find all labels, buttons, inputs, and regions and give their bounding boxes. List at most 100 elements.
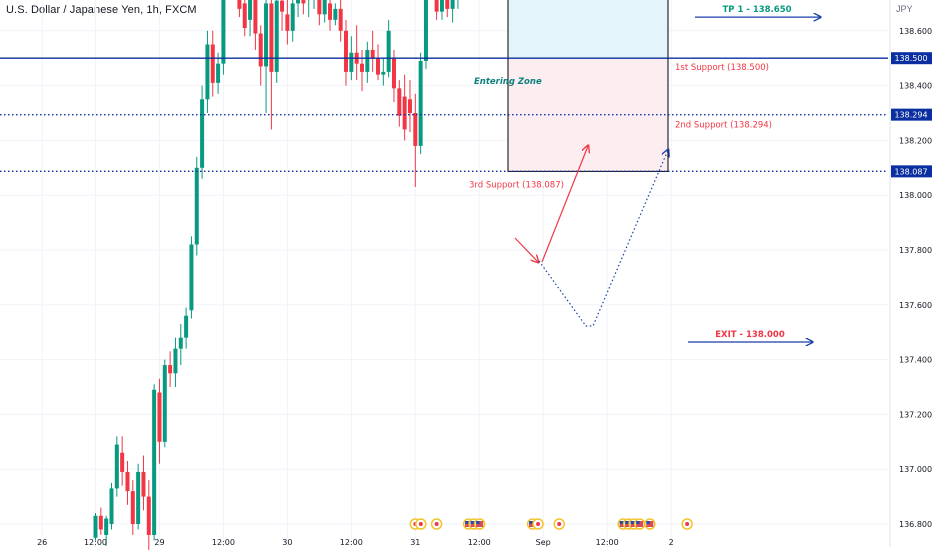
candle-body bbox=[173, 348, 178, 374]
level-badge bbox=[891, 165, 932, 178]
candle-body bbox=[157, 392, 162, 442]
y-tick-label: 136.800 bbox=[899, 520, 932, 529]
candle-body bbox=[386, 30, 391, 72]
candle-body bbox=[125, 471, 130, 492]
profit-zone bbox=[508, 0, 668, 59]
candle-body bbox=[322, 0, 327, 15]
candle-body bbox=[418, 60, 423, 146]
us-flag-canton bbox=[476, 521, 480, 524]
candle-body bbox=[434, 0, 439, 12]
y-tick-label: 137.600 bbox=[899, 301, 932, 310]
exit-label: EXIT - 138.000 bbox=[715, 330, 785, 340]
event-dot-icon bbox=[685, 522, 690, 526]
candle-body bbox=[344, 30, 349, 72]
candle-body bbox=[152, 389, 157, 535]
candle-body bbox=[184, 315, 189, 338]
candle-body bbox=[269, 3, 274, 72]
candle-body bbox=[423, 0, 428, 61]
candle-body bbox=[391, 58, 396, 89]
axes: 140.000139.800139.600139.400139.200139.0… bbox=[37, 0, 932, 547]
us-flag-canton bbox=[470, 521, 475, 524]
candle-body bbox=[168, 365, 173, 374]
candle-body bbox=[285, 14, 290, 31]
candle-body bbox=[216, 63, 221, 83]
candle-body bbox=[258, 33, 263, 67]
red-entry-arrow bbox=[514, 237, 538, 262]
us-flag-canton bbox=[619, 521, 624, 524]
y-tick-label: 138.400 bbox=[899, 82, 932, 91]
candle-body bbox=[397, 88, 402, 116]
level-badge-label: 138.294 bbox=[894, 111, 927, 120]
y-tick-label: 138.000 bbox=[899, 191, 932, 200]
candle-body bbox=[120, 452, 125, 472]
economic-events bbox=[409, 518, 693, 530]
x-tick-label: 2 bbox=[669, 538, 674, 547]
candle-body bbox=[178, 337, 183, 349]
us-flag-canton bbox=[529, 521, 533, 524]
us-flag-canton bbox=[625, 521, 629, 524]
candle-body bbox=[402, 96, 407, 130]
candle-body bbox=[114, 444, 119, 489]
x-tick-label: 12:00 bbox=[340, 538, 363, 547]
x-tick-label: 12:00 bbox=[468, 538, 491, 547]
candle-body bbox=[248, 0, 253, 20]
candle-body bbox=[98, 515, 103, 530]
candle-body bbox=[317, 0, 322, 15]
candle-body bbox=[274, 0, 279, 72]
event-dot-icon bbox=[434, 522, 439, 526]
event-dot-icon bbox=[557, 522, 562, 526]
candle-body bbox=[333, 8, 338, 20]
candle-body bbox=[360, 63, 364, 72]
candle-body bbox=[349, 52, 354, 72]
candle-body bbox=[296, 0, 301, 4]
candle-body bbox=[141, 471, 146, 497]
red-up-arrow bbox=[541, 146, 588, 263]
support-3-label: 3rd Support (138.087) bbox=[469, 180, 564, 190]
candle-body bbox=[264, 3, 269, 67]
level-badge bbox=[891, 108, 932, 121]
candle-body bbox=[200, 99, 205, 168]
blue-projection-path bbox=[538, 150, 668, 327]
tp-label: TP 1 - 138.650 bbox=[722, 5, 791, 15]
candle-body bbox=[104, 518, 109, 535]
x-tick-label: 30 bbox=[282, 538, 292, 547]
support-2-label: 2nd Support (138.294) bbox=[675, 121, 772, 131]
candle-body bbox=[407, 99, 412, 113]
y-tick-label: 137.400 bbox=[899, 356, 932, 365]
x-tick-label: 31 bbox=[410, 538, 420, 547]
x-tick-label: 12:00 bbox=[212, 538, 235, 547]
currency-label: JPY bbox=[896, 4, 913, 14]
y-tick-label: 137.200 bbox=[899, 410, 932, 419]
candle-body bbox=[253, 0, 258, 34]
candle-body bbox=[205, 44, 210, 100]
annotations: 1st Support (138.500) 2nd Support (138.29… bbox=[469, 5, 820, 342]
candle-body bbox=[136, 471, 141, 524]
candle-body bbox=[280, 0, 285, 12]
candle-body bbox=[109, 488, 114, 524]
candle-body bbox=[365, 49, 370, 72]
level-badge-label: 138.087 bbox=[894, 167, 927, 176]
support-levels bbox=[0, 57, 888, 173]
us-flag-canton bbox=[465, 521, 469, 524]
y-tick-label: 138.200 bbox=[899, 136, 932, 145]
y-tick-label: 137.000 bbox=[899, 465, 932, 474]
x-tick-label: 26 bbox=[37, 538, 47, 547]
candle-body bbox=[146, 496, 151, 535]
grid bbox=[0, 0, 888, 547]
candle-body bbox=[194, 167, 199, 245]
candle-body bbox=[189, 244, 194, 311]
candle-body bbox=[328, 3, 333, 20]
candle-body bbox=[93, 515, 98, 538]
candle-body bbox=[162, 365, 167, 442]
candle-body bbox=[338, 8, 343, 31]
candle-body bbox=[413, 113, 418, 146]
x-tick-label: 12:00 bbox=[84, 538, 107, 547]
chart-title: U.S. Dollar / Japanese Yen, 1h, FXCM bbox=[6, 4, 197, 16]
candle-body bbox=[445, 0, 450, 9]
candle-body bbox=[242, 3, 247, 29]
x-tick-label: 29 bbox=[154, 538, 164, 547]
candles bbox=[93, 0, 459, 550]
candle-body bbox=[450, 0, 455, 9]
candle-body bbox=[221, 0, 226, 64]
